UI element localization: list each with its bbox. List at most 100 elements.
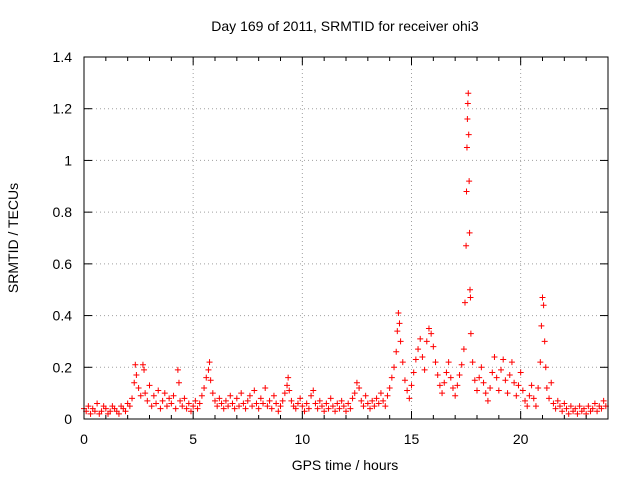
- data-point: [294, 400, 301, 407]
- data-point: [487, 384, 494, 391]
- data-point: [373, 395, 380, 402]
- data-point: [159, 397, 166, 404]
- data-point: [253, 400, 260, 407]
- data-point: [185, 400, 192, 407]
- data-point: [141, 366, 148, 373]
- data-point: [471, 377, 478, 384]
- y-tick-label: 0.6: [53, 256, 73, 272]
- data-point: [417, 335, 424, 342]
- data-point: [321, 408, 328, 415]
- data-points: [81, 90, 609, 417]
- y-tick-label: 0: [64, 411, 72, 427]
- data-point: [522, 397, 529, 404]
- data-point: [493, 374, 500, 381]
- data-point: [131, 379, 138, 386]
- data-point: [244, 397, 251, 404]
- data-point: [467, 294, 474, 301]
- data-point: [281, 390, 288, 397]
- data-point: [132, 361, 139, 368]
- chart-title: Day 169 of 2011, SRMTID for receiver ohi…: [211, 18, 479, 34]
- y-tick-label: 1: [64, 152, 72, 168]
- data-point: [206, 359, 213, 366]
- data-point: [502, 377, 509, 384]
- data-point: [329, 403, 336, 410]
- data-point: [465, 90, 472, 97]
- data-point: [242, 405, 249, 412]
- data-point: [115, 410, 122, 417]
- data-point: [482, 390, 489, 397]
- data-point: [137, 392, 144, 399]
- data-point: [567, 403, 574, 410]
- data-point: [177, 397, 184, 404]
- data-point: [415, 346, 422, 353]
- data-point: [394, 328, 401, 335]
- data-point: [410, 369, 417, 376]
- y-tick-label: 0.4: [53, 308, 73, 324]
- x-tick-label: 15: [404, 431, 420, 447]
- data-point: [196, 400, 203, 407]
- data-point: [526, 392, 533, 399]
- data-point: [434, 372, 441, 379]
- data-point: [548, 379, 555, 386]
- data-point: [220, 405, 227, 412]
- data-point: [343, 408, 349, 415]
- data-point: [395, 309, 402, 316]
- data-point: [240, 400, 247, 407]
- data-point: [345, 400, 352, 407]
- y-tick-label: 0.8: [53, 204, 73, 220]
- data-point: [135, 384, 142, 391]
- data-point: [463, 144, 470, 151]
- data-point: [386, 384, 393, 391]
- data-point: [233, 395, 240, 402]
- data-point: [166, 395, 173, 402]
- data-point: [421, 366, 428, 373]
- data-point: [428, 330, 435, 337]
- data-point: [539, 294, 546, 301]
- data-point: [425, 325, 432, 332]
- data-point: [396, 320, 403, 327]
- data-point: [382, 403, 389, 410]
- data-point: [535, 384, 542, 391]
- data-point: [332, 408, 339, 415]
- data-point: [251, 387, 258, 394]
- data-point: [168, 400, 175, 407]
- data-point: [515, 382, 522, 389]
- data-point: [155, 387, 162, 394]
- data-point: [268, 405, 275, 412]
- data-point: [144, 397, 151, 404]
- data-point: [466, 178, 473, 185]
- data-point: [203, 374, 210, 381]
- data-point: [559, 408, 566, 415]
- data-point: [216, 395, 223, 402]
- data-point: [231, 405, 238, 412]
- data-point: [452, 392, 459, 399]
- data-point: [286, 387, 293, 394]
- data-point: [260, 400, 267, 407]
- data-point: [360, 403, 367, 410]
- data-point: [556, 403, 563, 410]
- y-axis-label: SRMTID / TECUs: [5, 183, 21, 293]
- axis-ticks: [83, 56, 608, 420]
- data-point: [257, 395, 264, 402]
- data-point: [445, 359, 452, 366]
- data-point: [380, 397, 387, 404]
- data-point: [198, 392, 205, 399]
- data-point: [150, 392, 157, 399]
- data-point: [513, 392, 520, 399]
- data-point: [406, 395, 413, 402]
- data-point: [464, 100, 471, 107]
- data-point: [500, 356, 507, 363]
- data-point: [284, 382, 291, 389]
- data-point: [480, 379, 487, 386]
- data-point: [408, 382, 415, 389]
- data-point: [334, 400, 341, 407]
- data-point: [299, 403, 306, 410]
- data-point: [528, 382, 535, 389]
- data-point: [532, 403, 539, 410]
- data-point: [336, 405, 343, 412]
- data-point: [476, 374, 483, 381]
- data-point: [397, 338, 404, 345]
- data-point: [201, 384, 208, 391]
- data-point: [572, 405, 579, 412]
